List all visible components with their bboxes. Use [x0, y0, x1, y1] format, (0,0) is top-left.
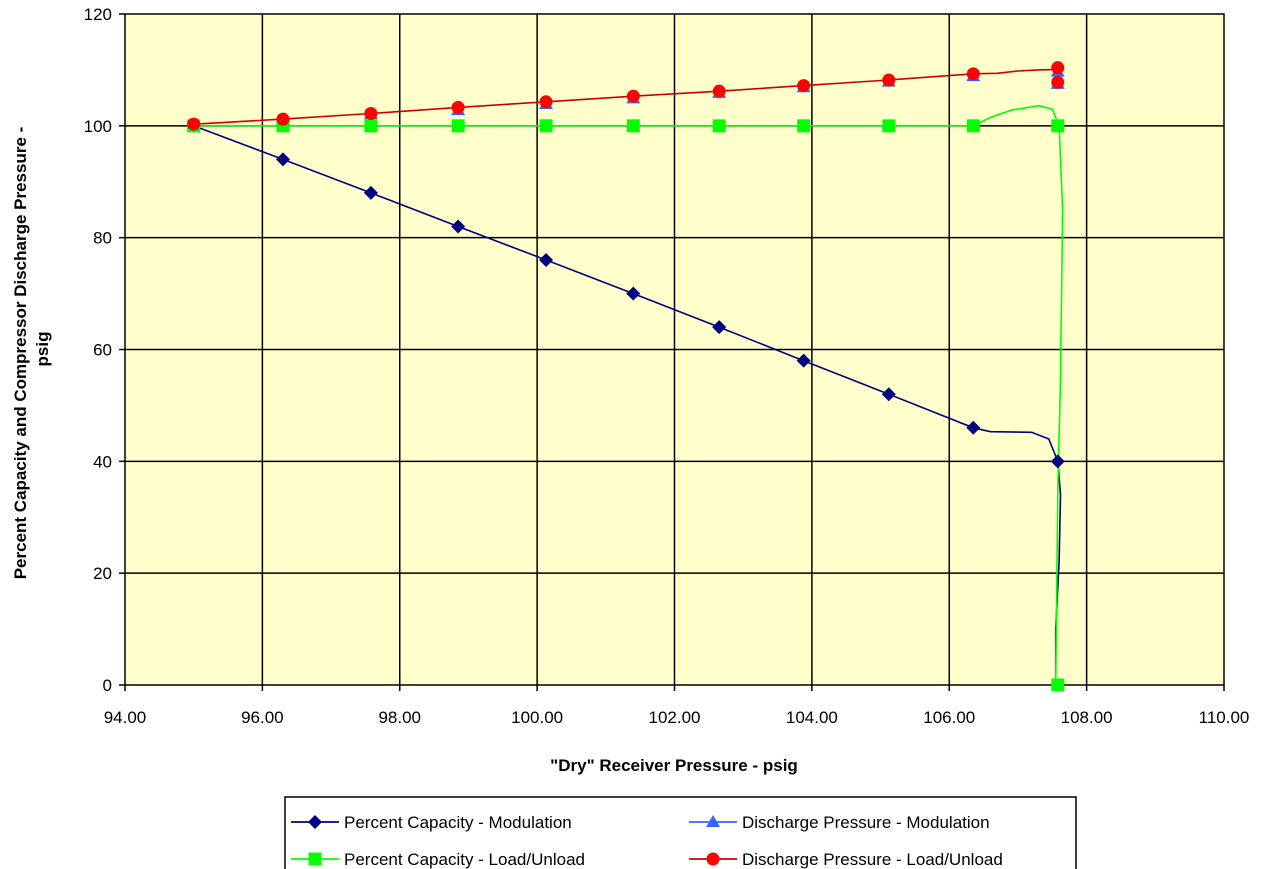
discharge-pressure-load-unload-point [364, 107, 378, 121]
pct-capacity-modulation-point [275, 152, 290, 167]
y-tick-label: 80 [93, 229, 112, 248]
x-tick-label: 108.00 [1061, 708, 1113, 727]
y-axis-title-line1: Percent Capacity and Compressor Discharg… [11, 127, 30, 580]
series-markers [186, 61, 1065, 692]
pct-capacity-modulation-point [539, 253, 554, 268]
discharge-pressure-load-unload-point [712, 84, 726, 98]
x-axis-ticks: 94.00 96.00 98.00 100.00 102.00 104.00 106.00 1… [104, 685, 1250, 727]
pct-capacity-load-unload-point [882, 119, 896, 133]
y-axis-title-line2: psig [33, 332, 52, 367]
y-tick-label: 40 [93, 452, 112, 471]
legend-label-pct-capacity-modulation: Percent Capacity - Modulation [344, 813, 572, 832]
pct-capacity-load-unload-point [1051, 678, 1065, 692]
discharge-pressure-load-unload-point [451, 100, 465, 114]
pct-capacity-load-unload-point [626, 119, 640, 133]
pct-capacity-modulation-point [796, 353, 811, 368]
discharge-pressure-load-unload-point [1051, 75, 1065, 89]
legend-marker-discharge-pressure-load-unload [706, 852, 720, 866]
discharge-pressure-load-unload-point [539, 95, 553, 109]
x-tick-label: 106.00 [923, 708, 975, 727]
legend-marker-discharge-pressure-modulation [706, 815, 720, 827]
pct-capacity-load-unload-point [539, 119, 553, 133]
pct-capacity-modulation-point [712, 320, 727, 335]
x-tick-label: 104.00 [786, 708, 838, 727]
y-tick-label: 20 [93, 564, 112, 583]
discharge-pressure-load-unload-point [1051, 61, 1065, 75]
discharge-pressure-load-unload-point [626, 89, 640, 103]
x-tick-label: 102.00 [649, 708, 701, 727]
y-tick-label: 0 [103, 676, 112, 695]
discharge-pressure-load-unload-line [193, 68, 1058, 125]
pct-capacity-load-unload-point [712, 119, 726, 133]
legend: Percent Capacity - Modulation Discharge P… [284, 796, 1077, 869]
y-tick-label: 120 [84, 5, 112, 24]
y-axis-ticks: 0 20 40 60 80 100 120 [84, 5, 125, 695]
y-tick-label: 100 [84, 117, 112, 136]
pct-capacity-modulation-point [881, 387, 896, 402]
discharge-pressure-load-unload-point [797, 79, 811, 93]
x-tick-label: 100.00 [511, 708, 563, 727]
legend-marker-pct-capacity-modulation [308, 815, 322, 829]
legend-marker-pct-capacity-load-unload [308, 852, 322, 866]
discharge-pressure-load-unload-point [276, 112, 290, 126]
pct-capacity-modulation-point [966, 420, 981, 435]
x-axis-title: "Dry" Receiver Pressure - psig [550, 756, 798, 775]
pct-capacity-modulation-point [1050, 454, 1065, 469]
pct-capacity-load-unload-point [364, 119, 378, 133]
discharge-pressure-load-unload-point [966, 67, 980, 81]
pct-capacity-load-unload-point [451, 119, 465, 133]
x-tick-label: 96.00 [241, 708, 284, 727]
pct-capacity-modulation-point [626, 286, 641, 301]
pct-capacity-modulation-point [451, 219, 466, 234]
x-tick-label: 98.00 [378, 708, 421, 727]
legend-label-discharge-pressure-load-unload: Discharge Pressure - Load/Unload [742, 850, 1003, 869]
discharge-pressure-load-unload-point [187, 117, 201, 131]
x-tick-label: 110.00 [1199, 708, 1250, 727]
pct-capacity-load-unload-point [966, 119, 980, 133]
pct-capacity-modulation-point [363, 185, 378, 200]
pct-capacity-modulation-line [193, 125, 1062, 685]
x-tick-label: 94.00 [104, 708, 147, 727]
legend-label-pct-capacity-load-unload: Percent Capacity - Load/Unload [344, 850, 585, 869]
pct-capacity-load-unload-point [1051, 119, 1065, 133]
pct-capacity-load-unload-point [797, 119, 811, 133]
legend-box [284, 796, 1077, 869]
y-tick-label: 60 [93, 341, 112, 360]
discharge-pressure-load-unload-point [882, 73, 896, 87]
legend-label-discharge-pressure-modulation: Discharge Pressure - Modulation [742, 813, 990, 832]
